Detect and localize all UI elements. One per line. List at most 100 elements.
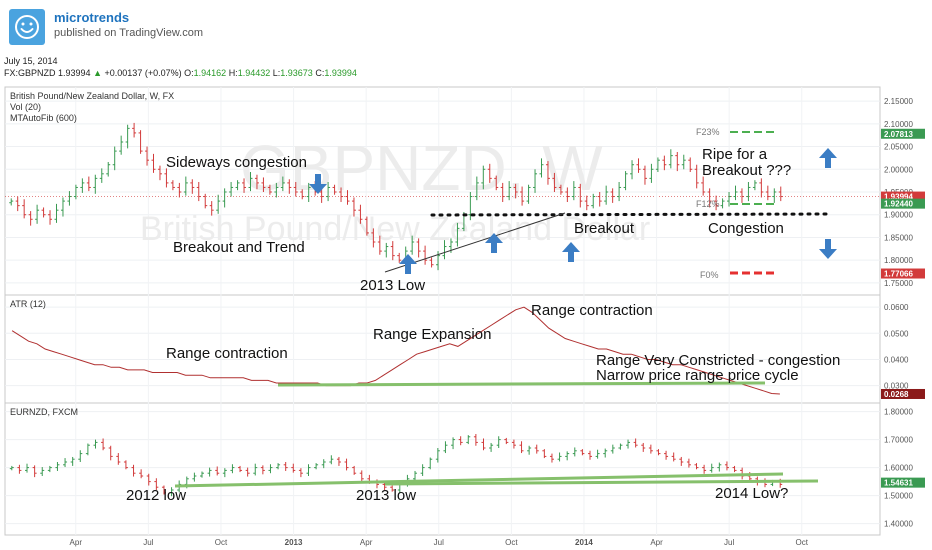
annotation-2012-low: 2012 low [126, 487, 186, 504]
price-tag [881, 268, 925, 279]
price-tag-label: 1.93994 [884, 193, 913, 202]
fib-23-label: F23% [696, 127, 720, 137]
price-tick-label: 1.80000 [884, 408, 913, 417]
time-tick-label: Jul [143, 538, 153, 547]
time-tick-label: Oct [796, 538, 809, 547]
price-tick-label: 2.15000 [884, 97, 913, 106]
low-value: 1.93673 [280, 68, 313, 78]
annotation-2013-low-eur: 2013 low [356, 487, 416, 504]
up-arrow-icon [485, 233, 503, 253]
arrow-markers [309, 148, 837, 274]
annotation-ripe: Ripe for a [702, 146, 768, 163]
publisher-header: microtrends published on TradingView.com [0, 0, 932, 54]
price-tick-label: 0.0600 [884, 303, 909, 312]
price-axes: 2.150002.100002.050002.000001.950001.900… [881, 97, 925, 529]
up-arrow-icon [819, 148, 837, 168]
close-label: C: [315, 68, 325, 78]
atr-line [11, 306, 780, 395]
vol-label: Vol (20) [10, 102, 41, 112]
annotation-range-contraction-1: Range contraction [166, 345, 288, 362]
eurnzd-panel-frame [4, 402, 881, 536]
annotation-range-contraction-2: Range contraction [531, 302, 653, 319]
publisher-name-link[interactable]: microtrends [54, 10, 130, 25]
eurnzd-support-line-1 [174, 472, 784, 488]
chart-date: July 15, 2014 [4, 56, 58, 66]
price-tag [881, 388, 925, 399]
main-title: British Pound/New Zealand Dollar, W, FX [10, 91, 174, 101]
atr-series [11, 306, 780, 395]
atr-panel-frame [4, 294, 881, 404]
open-label: O: [184, 68, 194, 78]
time-tick-label: Apr [70, 538, 83, 547]
symbol-label: FX:GBPNZD [4, 68, 56, 78]
annotation-breakout-q: Breakout ??? [702, 162, 791, 179]
watermark-name: British Pound/New Zealand Dollar [140, 210, 650, 248]
atr-support-line [277, 381, 766, 387]
price-tag [881, 191, 925, 202]
fib-0-label: F0% [700, 270, 719, 280]
time-tick-label: Apr [650, 538, 663, 547]
price-tick-label: 0.0500 [884, 329, 909, 338]
price-tick-label: 2.05000 [884, 143, 913, 152]
annotation-sideways: Sideways congestion [166, 154, 307, 171]
price-tick-label: 0.0300 [884, 382, 909, 391]
price-tick-label: 1.85000 [884, 233, 913, 242]
annotation-2013-low: 2013 Low [360, 277, 425, 294]
up-arrow-icon: ▲ [93, 68, 103, 78]
price-tick-label: 1.75000 [884, 279, 913, 288]
dotted-resistance-line [430, 212, 830, 217]
time-tick-label: Oct [215, 538, 228, 547]
price-tag-label: 1.92440 [884, 200, 913, 209]
eurnzd-support-line-2 [384, 479, 819, 486]
price-tag [881, 128, 925, 139]
price-tick-label: 1.80000 [884, 256, 913, 265]
price-tick-label: 1.40000 [884, 520, 913, 529]
open-value: 1.94162 [193, 68, 227, 78]
eurnzd-label: EURNZD, FXCM [10, 407, 78, 417]
high-label: H: [228, 68, 238, 78]
smiley-avatar-icon[interactable] [9, 9, 45, 45]
fib-12-label: F12% [696, 199, 720, 209]
price-tick-label: 1.70000 [884, 436, 913, 445]
time-tick-label: Apr [360, 538, 373, 547]
price-tag-label: 2.07813 [884, 130, 913, 139]
time-tick-label: Jul [434, 538, 444, 547]
time-axis: Apr Jul Oct 2013 Apr Jul Oct 2014 Apr Jul Oct [70, 538, 809, 547]
time-tick-label: Oct [505, 538, 518, 547]
annotation-breakout-trend: Breakout and Trend [173, 239, 305, 256]
annotation-2014-low: 2014 Low? [715, 485, 788, 502]
time-tick-label: Jul [724, 538, 734, 547]
high-value: 1.94432 [237, 68, 271, 78]
price-tag [881, 198, 925, 209]
price-tick-label: 2.00000 [884, 165, 913, 174]
price-tag-label: 1.77066 [884, 270, 913, 279]
published-on-label: published on TradingView.com [54, 27, 204, 39]
atr-label: ATR (12) [10, 299, 46, 309]
chart-canvas[interactable]: GBPNZD, W British Pound/New Zealand Doll… [0, 80, 932, 550]
price-tag-label: 0.0268 [884, 390, 909, 399]
price-tick-label: 0.0400 [884, 355, 909, 364]
up-arrow-icon [399, 254, 417, 274]
price-tick-label: 1.50000 [884, 492, 913, 501]
ticker-line: FX:GBPNZD 1.93994 ▲ +0.00137 (+0.07%) O:… [4, 68, 357, 78]
time-tick-label: 2014 [575, 538, 593, 547]
annotation-narrow-range: Narrow price range price cycle [596, 367, 799, 384]
last-price: 1.93994 [58, 68, 91, 78]
annotation-breakout: Breakout [574, 220, 635, 237]
down-arrow-icon [309, 174, 327, 194]
low-label: L: [272, 68, 281, 78]
close-value: 1.93994 [324, 68, 357, 78]
up-arrow-icon [562, 242, 580, 262]
price-tick-label: 1.60000 [884, 464, 913, 473]
price-tag [881, 477, 925, 488]
annotation-congestion: Congestion [708, 220, 784, 237]
price-tick-label: 2.10000 [884, 120, 913, 129]
annotation-range-expansion: Range Expansion [373, 326, 491, 343]
price-tag-label: 1.54631 [884, 479, 913, 488]
price-tick-label: 1.90000 [884, 211, 913, 220]
autofib-label: MTAutoFib (600) [10, 113, 77, 123]
annotation-range-constricted: Range Very Constricted - congestion [596, 352, 840, 369]
change-value: +0.00137 (+0.07%) [104, 68, 182, 78]
down-arrow-icon [819, 239, 837, 259]
time-tick-label: 2013 [285, 538, 303, 547]
